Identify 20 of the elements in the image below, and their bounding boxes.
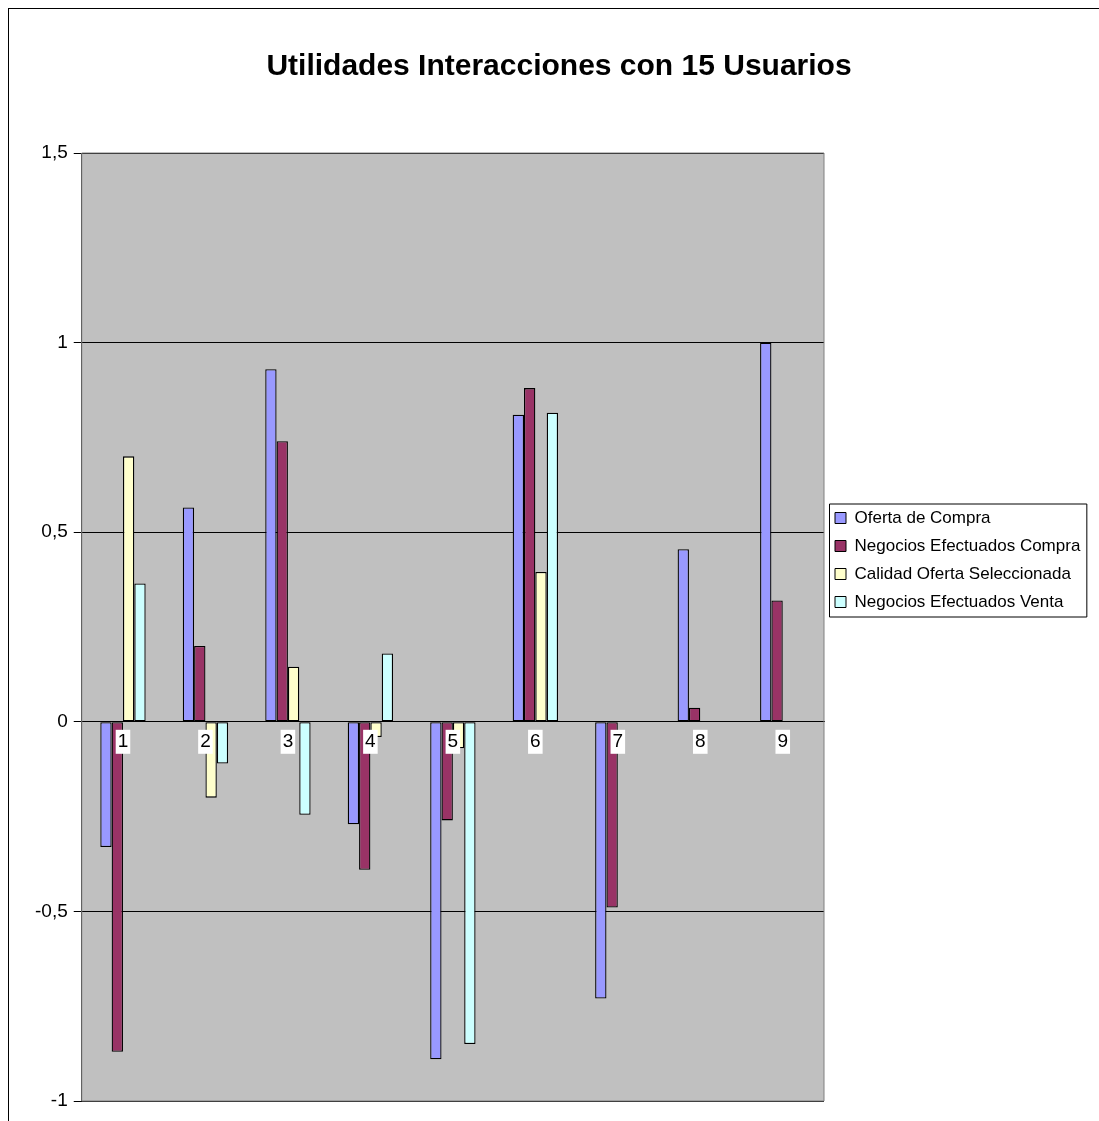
x-tick-label: 5 bbox=[447, 729, 459, 751]
x-tick-label: 7 bbox=[612, 729, 624, 751]
y-tick-label: 1 bbox=[57, 330, 68, 352]
x-tick-label: 6 bbox=[530, 729, 541, 751]
x-tick-label: 9 bbox=[777, 729, 789, 751]
x-tick-label: 8 bbox=[695, 729, 706, 751]
chart-title: Utilidades Interacciones con 15 Usuarios bbox=[266, 48, 852, 82]
y-tick-label: -0,5 bbox=[34, 899, 68, 921]
y-tick-label: 1,5 bbox=[41, 141, 68, 163]
y-tick-label: 0 bbox=[57, 710, 68, 732]
y-tick-label: 0,5 bbox=[41, 520, 68, 542]
x-tick-label: 2 bbox=[200, 729, 211, 751]
legend-label: Oferta de Compra bbox=[854, 507, 992, 527]
x-tick-label: 3 bbox=[282, 729, 294, 751]
y-tick-label: -1 bbox=[50, 1089, 68, 1111]
legend-label: Negocios Efectuados Compra bbox=[854, 535, 1081, 555]
legend-label: Negocios Efectuados Venta bbox=[854, 591, 1064, 611]
x-tick-label: 1 bbox=[117, 729, 129, 751]
legend-label: Calidad Oferta Seleccionada bbox=[854, 563, 1072, 583]
x-tick-label: 4 bbox=[365, 729, 377, 751]
